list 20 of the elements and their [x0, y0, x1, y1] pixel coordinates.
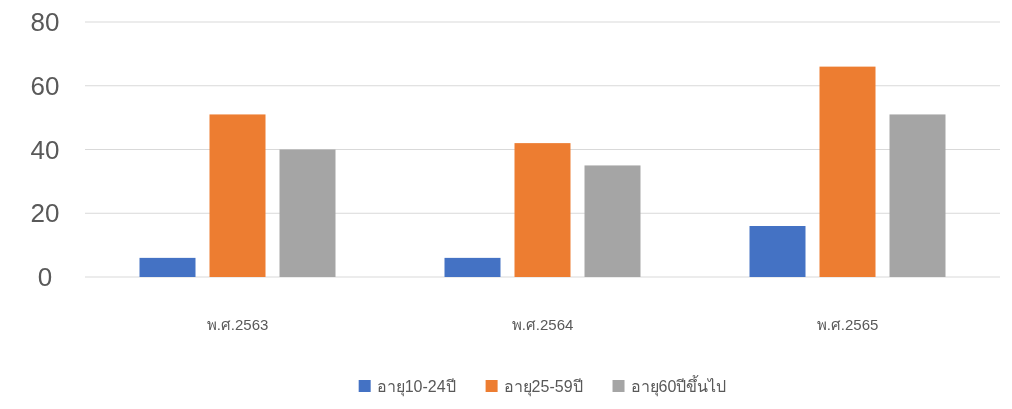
bar — [209, 114, 266, 277]
x-tick-label: พ.ศ.2564 — [511, 316, 574, 333]
y-tick-label: 80 — [30, 7, 60, 37]
bar — [444, 257, 501, 277]
bar — [749, 226, 806, 277]
bar — [139, 257, 196, 277]
y-tick-label: 0 — [37, 262, 53, 292]
bar — [514, 143, 571, 277]
legend-label: อายุ10-24ปี — [376, 378, 456, 397]
x-tick-label: พ.ศ.2563 — [206, 316, 269, 333]
y-tick-label: 20 — [30, 198, 60, 229]
y-tick-label: 40 — [30, 134, 60, 165]
bar — [889, 114, 946, 277]
legend-label: อายุ25-59ปี — [503, 378, 583, 397]
legend-label: อายุ60ปีขึ้นไป — [630, 375, 727, 397]
y-tick-label: 60 — [30, 70, 60, 101]
bar — [584, 165, 641, 277]
x-tick-label: พ.ศ.2565 — [816, 316, 879, 333]
bar — [819, 66, 876, 277]
bar — [279, 149, 336, 277]
